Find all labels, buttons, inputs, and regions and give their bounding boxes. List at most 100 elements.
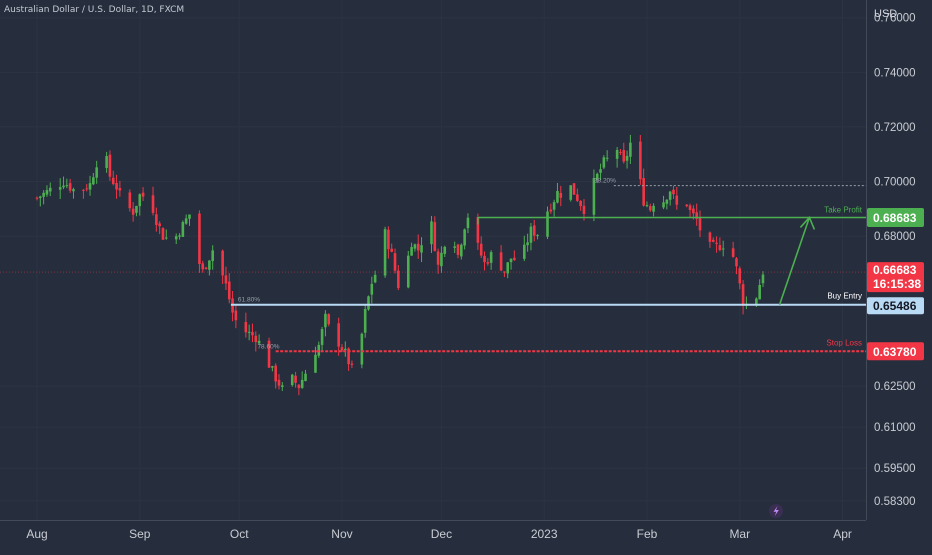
candles-group: [35, 134, 765, 396]
candle-body: [642, 178, 645, 206]
candle-body: [420, 245, 423, 253]
candle-body: [88, 183, 92, 190]
candle-body: [479, 243, 483, 256]
candle-body: [549, 209, 553, 212]
candle-body: [592, 177, 596, 215]
stop-loss-badge: [867, 342, 924, 361]
candle-body: [715, 242, 718, 244]
candle-body: [72, 189, 75, 192]
candle-body: [254, 335, 258, 343]
take-profit-badge: [867, 207, 924, 227]
candle-body: [582, 205, 586, 214]
candle-body: [92, 177, 95, 185]
candle-body: [95, 167, 98, 178]
candle-body: [327, 314, 331, 325]
time-tick-label: Apr: [833, 527, 852, 541]
candle-body: [430, 221, 433, 245]
candle-body: [708, 232, 712, 242]
candle-body: [433, 222, 437, 251]
candle-body: [483, 255, 486, 263]
candle-body: [731, 248, 735, 257]
candle-body: [320, 329, 324, 345]
candle-body: [552, 202, 556, 210]
candle-body: [48, 187, 52, 192]
candle-body: [466, 217, 470, 229]
candle-body: [244, 321, 248, 333]
candle-body: [559, 192, 563, 198]
candle-body: [234, 310, 238, 321]
price-tick-label: 0.72000: [874, 122, 916, 134]
candle-body: [569, 185, 573, 200]
candle-body: [546, 211, 549, 237]
price-tick-label: 0.74000: [874, 67, 916, 79]
drawings-group: Take Profit Buy Entry Stop Loss 61.80% 78.60…: [0, 178, 866, 353]
candle-body: [294, 375, 297, 383]
candle-body: [536, 235, 539, 237]
candle-body: [711, 239, 715, 242]
candle-body: [314, 354, 317, 373]
candle-body: [58, 187, 62, 190]
candle-body: [141, 192, 145, 197]
candle-body: [629, 142, 632, 157]
candle-body: [151, 195, 155, 213]
candle-body: [281, 385, 284, 387]
candle-body: [251, 332, 254, 336]
candle-body: [161, 228, 165, 240]
candle-body: [506, 262, 510, 274]
candle-body: [416, 243, 420, 251]
price-tick-label: 0.58300: [874, 496, 916, 508]
currency-label: USD: [874, 8, 897, 20]
candle-body: [390, 248, 394, 252]
fib-label: 61.80%: [238, 297, 260, 304]
candle-body: [274, 365, 277, 382]
candle-body: [118, 188, 122, 191]
candle-body: [65, 185, 69, 187]
candle-body: [304, 373, 307, 382]
candle-body: [363, 308, 367, 333]
time-axis[interactable]: Aug Sep Oct Nov Dec 2023 Feb Mar Apr: [26, 527, 852, 541]
candle-body: [735, 258, 738, 267]
candle-body: [39, 196, 42, 198]
candle-body: [738, 268, 742, 284]
chart-title: Australian Dollar / U.S. Dollar, 1D, FXC…: [4, 5, 185, 15]
candle-body: [201, 263, 205, 270]
candle-body: [579, 200, 582, 207]
candle-body: [300, 379, 304, 388]
candle-body: [387, 229, 390, 250]
candle-body: [178, 235, 181, 237]
candle-body: [410, 247, 413, 256]
candle-body: [164, 237, 168, 239]
candle-body: [82, 189, 85, 191]
candle-body: [337, 323, 340, 347]
candle-body: [576, 194, 579, 201]
candle-body: [443, 246, 447, 254]
time-tick-label: Nov: [331, 527, 352, 541]
candle-body: [138, 194, 142, 207]
candle-body: [513, 257, 516, 261]
time-tick-label: Aug: [26, 527, 47, 541]
stop-loss-label: Stop Loss: [826, 338, 862, 347]
candle-body: [721, 248, 725, 250]
arrow-head-icon: [799, 215, 816, 230]
time-tick-label: 2023: [531, 527, 558, 541]
candle-body: [128, 192, 132, 209]
candle-body: [605, 157, 609, 159]
candle-body: [489, 252, 493, 263]
candle-body: [397, 270, 400, 289]
fib-label: 38.20%: [594, 178, 616, 185]
candle-body: [625, 155, 629, 161]
price-tick-label: 0.76000: [874, 13, 916, 25]
lightning-icon[interactable]: [769, 504, 783, 518]
candle-body: [692, 208, 695, 214]
candle-body: [718, 245, 722, 251]
candle-body: [68, 183, 72, 191]
candle-body: [688, 205, 692, 211]
price-axis[interactable]: 0.76000 0.74000 0.72000 0.70000 0.68000 0.625…: [874, 13, 916, 508]
candle-body: [758, 284, 761, 300]
candle-body: [370, 283, 374, 295]
candle-body: [460, 244, 463, 257]
projection-arrow: [778, 217, 811, 305]
candle-body: [227, 281, 231, 300]
candle-body: [211, 250, 214, 261]
